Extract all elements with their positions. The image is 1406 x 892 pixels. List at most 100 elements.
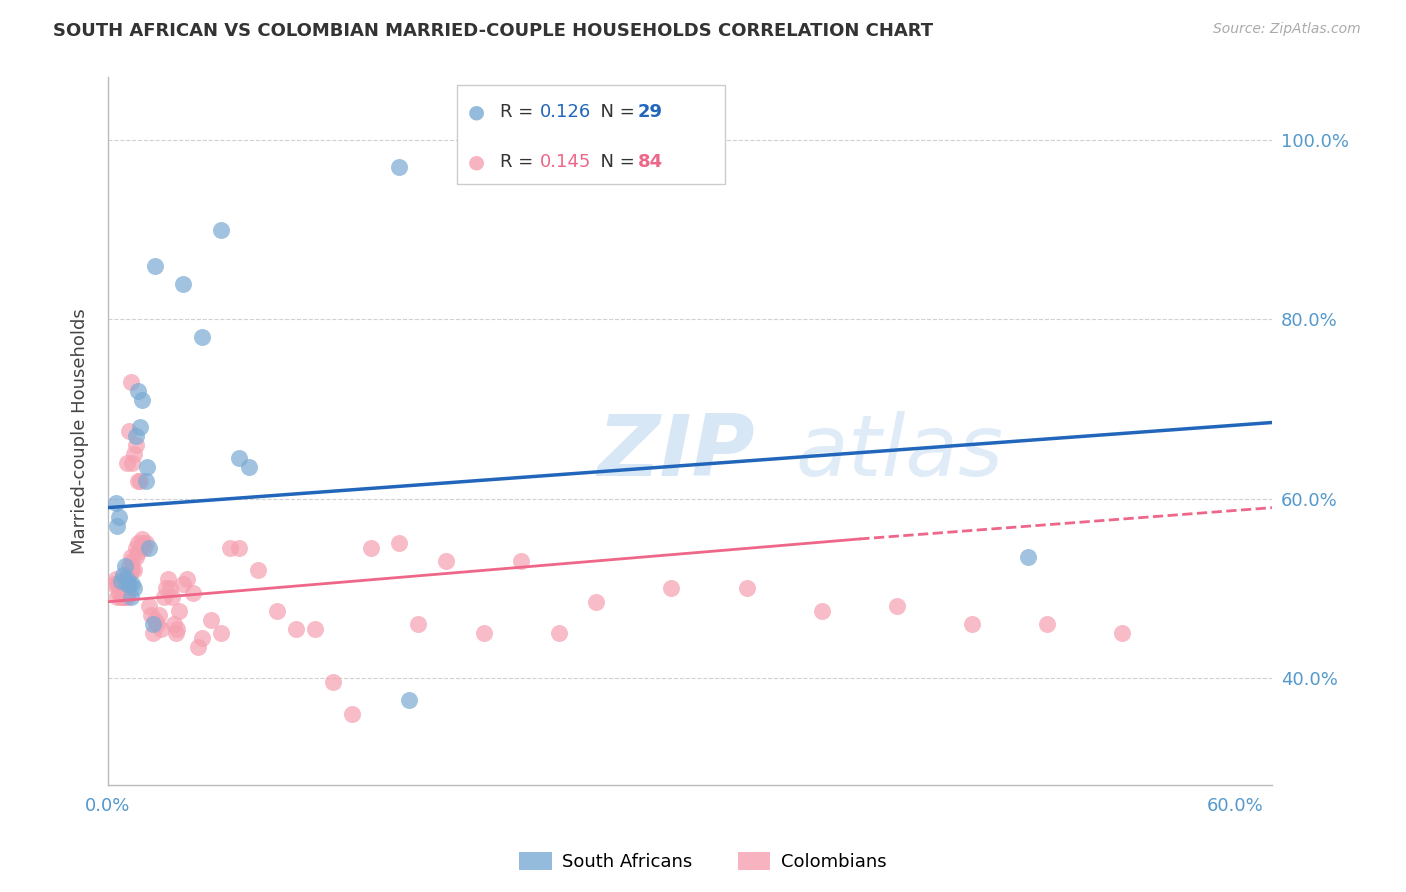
Point — [104, 572, 127, 586]
Point — [304, 622, 326, 636]
Point — [209, 223, 232, 237]
Point — [125, 438, 148, 452]
Point — [110, 574, 132, 588]
Point — [129, 420, 152, 434]
Point — [228, 541, 250, 555]
Point — [406, 617, 429, 632]
Point — [1017, 549, 1039, 564]
Point — [172, 277, 194, 291]
Point — [960, 617, 983, 632]
Point — [105, 591, 128, 605]
Point — [108, 509, 131, 524]
Point — [661, 582, 683, 596]
Point — [127, 474, 149, 488]
Text: N =: N = — [589, 103, 640, 121]
Text: R =: R = — [501, 103, 538, 121]
Point — [108, 576, 131, 591]
Point — [115, 586, 138, 600]
Text: 0.145: 0.145 — [540, 153, 591, 171]
Point — [247, 563, 270, 577]
Point — [388, 536, 411, 550]
Point — [141, 608, 163, 623]
Point — [547, 626, 569, 640]
Point — [129, 541, 152, 555]
Point — [105, 518, 128, 533]
Point — [187, 640, 209, 654]
Point — [398, 693, 420, 707]
Point — [120, 549, 142, 564]
Point — [131, 536, 153, 550]
Text: atlas: atlas — [794, 411, 1002, 494]
Point — [120, 563, 142, 577]
Point — [127, 536, 149, 550]
Point — [735, 582, 758, 596]
Point — [886, 599, 908, 614]
Point — [121, 576, 143, 591]
Point — [118, 576, 141, 591]
Point — [153, 591, 176, 605]
Point — [388, 160, 411, 174]
Point — [131, 393, 153, 408]
Point — [166, 622, 188, 636]
Point — [121, 554, 143, 568]
Point — [125, 549, 148, 564]
Point — [131, 532, 153, 546]
Point — [111, 591, 134, 605]
Point — [148, 608, 170, 623]
Point — [124, 447, 146, 461]
Point — [110, 591, 132, 605]
Point — [104, 496, 127, 510]
Point — [163, 617, 186, 632]
Text: SOUTH AFRICAN VS COLOMBIAN MARRIED-COUPLE HOUSEHOLDS CORRELATION CHART: SOUTH AFRICAN VS COLOMBIAN MARRIED-COUPL… — [53, 22, 934, 40]
Point — [434, 554, 457, 568]
Point — [165, 626, 187, 640]
Point — [209, 626, 232, 640]
Point — [143, 259, 166, 273]
Point — [360, 541, 382, 555]
Text: ZIP: ZIP — [598, 411, 755, 494]
Point — [322, 675, 344, 690]
Point — [191, 330, 214, 344]
Text: ●: ● — [468, 103, 485, 122]
Point — [160, 591, 183, 605]
Point — [149, 622, 172, 636]
Point — [129, 474, 152, 488]
Point — [114, 591, 136, 605]
Point — [124, 582, 146, 596]
Point — [103, 576, 125, 591]
Point — [219, 541, 242, 555]
Point — [111, 586, 134, 600]
Point — [1036, 617, 1059, 632]
Point — [124, 563, 146, 577]
Point — [138, 599, 160, 614]
Point — [340, 706, 363, 721]
Point — [135, 536, 157, 550]
Point — [132, 541, 155, 555]
Point — [169, 604, 191, 618]
Point — [114, 558, 136, 573]
Text: N =: N = — [589, 153, 640, 171]
Point — [176, 572, 198, 586]
Point — [125, 541, 148, 555]
Point — [138, 541, 160, 555]
Point — [238, 460, 260, 475]
Point — [120, 591, 142, 605]
Point — [120, 375, 142, 389]
Point — [127, 384, 149, 398]
Point — [1111, 626, 1133, 640]
Text: 84: 84 — [638, 153, 664, 171]
Point — [472, 626, 495, 640]
Point — [136, 460, 159, 475]
Point — [115, 591, 138, 605]
Point — [266, 604, 288, 618]
Point — [181, 586, 204, 600]
Text: ●: ● — [468, 153, 485, 171]
Point — [115, 456, 138, 470]
Point — [810, 604, 832, 618]
Point — [146, 617, 169, 632]
Point — [191, 631, 214, 645]
Point — [125, 429, 148, 443]
Y-axis label: Married-couple Households: Married-couple Households — [72, 309, 89, 554]
Point — [121, 456, 143, 470]
Point — [121, 563, 143, 577]
